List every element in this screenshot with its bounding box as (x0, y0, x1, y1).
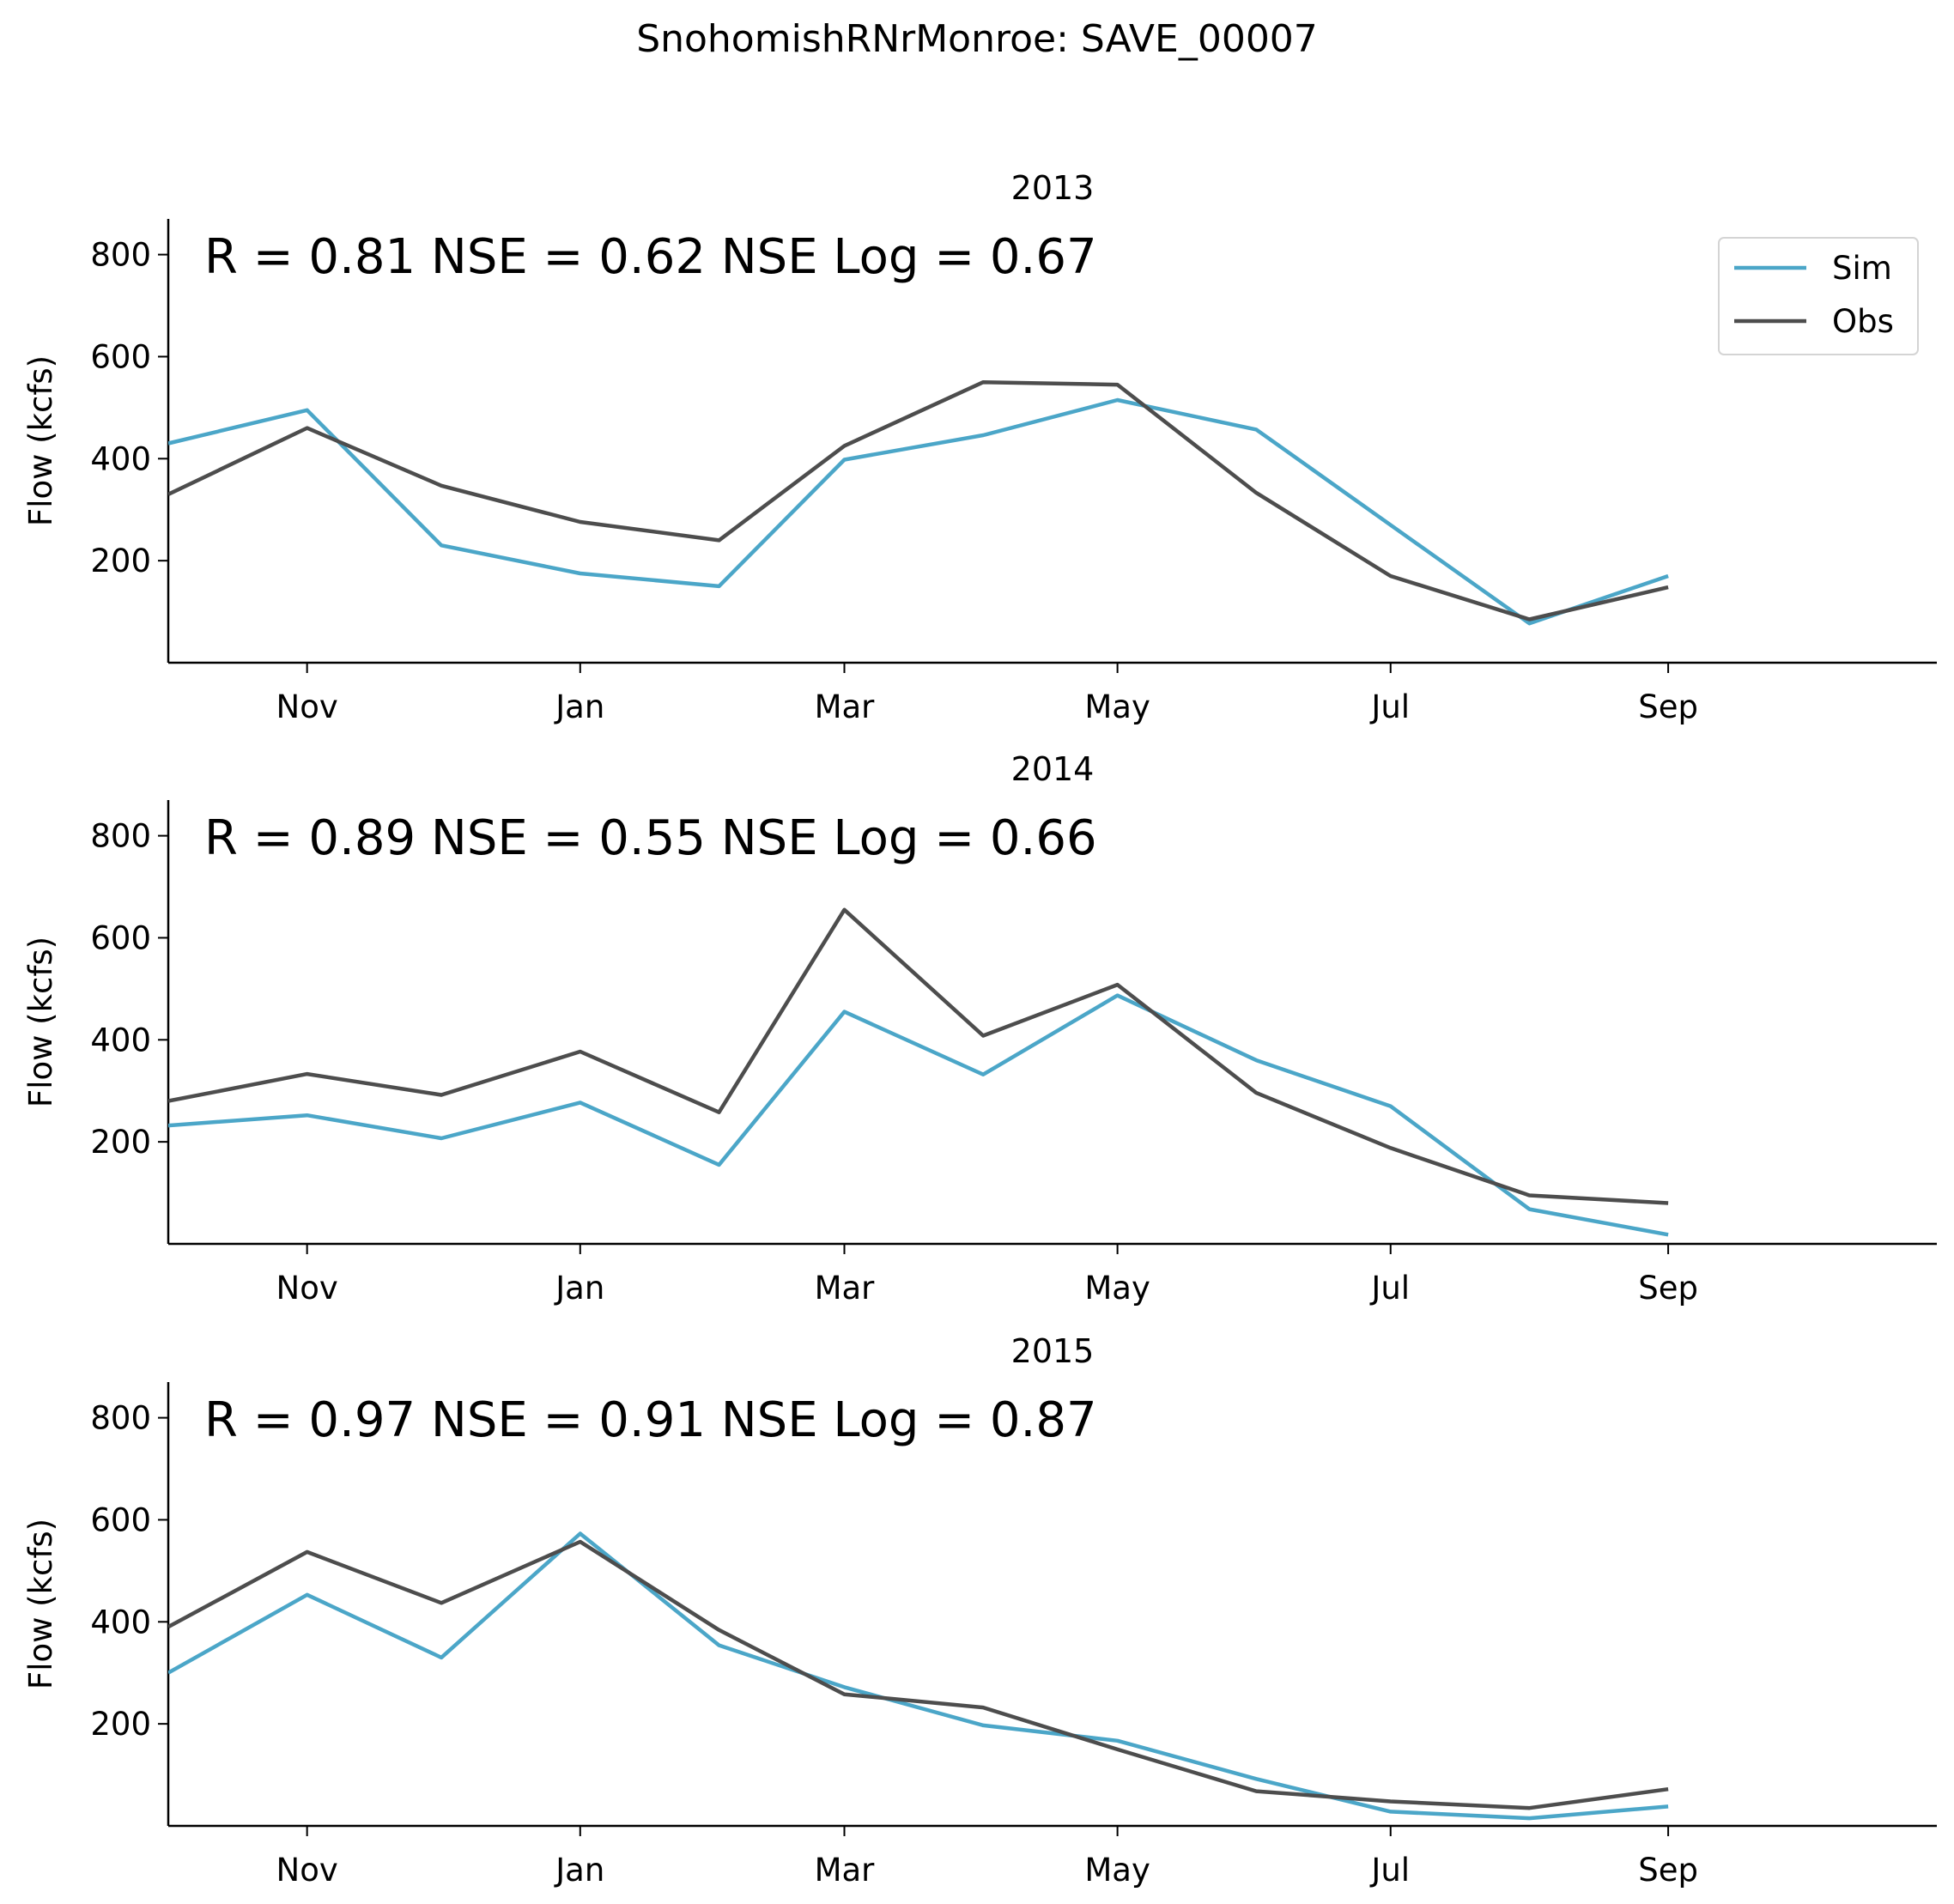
y-tick-label: 200 (90, 543, 151, 579)
panel-2015: 2015 200 400 600 800 Nov Jan Mar May Jul Sep Flow (… (22, 1332, 1937, 1889)
x-tick-label: Jan (554, 1852, 604, 1889)
y-tick-label: 800 (90, 237, 151, 274)
x-tick-label: Mar (815, 688, 876, 725)
x-tick-label: Jul (1369, 688, 1410, 725)
y-axis-label: Flow (kcfs) (22, 355, 59, 526)
stats-annotation: R = 0.81 NSE = 0.62 NSE Log = 0.67 (204, 229, 1097, 285)
y-tick-label: 800 (90, 1400, 151, 1437)
x-tick-label: May (1084, 1852, 1150, 1889)
x-tick-label: Nov (276, 688, 338, 725)
panel-title: 2013 (1011, 169, 1095, 207)
series-line-obs (168, 907, 1669, 1205)
y-tick-label: 200 (90, 1706, 151, 1743)
x-tick-label: Nov (276, 1270, 338, 1307)
y-axis-label: Flow (kcfs) (22, 937, 59, 1107)
x-tick-label: Mar (815, 1270, 876, 1307)
x-tick-label: Mar (815, 1852, 876, 1889)
legend-label-sim: Sim (1832, 250, 1892, 287)
x-tick-label: Jan (554, 688, 604, 725)
x-tick-label: May (1084, 688, 1150, 725)
x-tick-label: Sep (1638, 688, 1698, 725)
x-tick-label: Sep (1638, 1852, 1698, 1889)
x-tick-label: Jul (1369, 1270, 1410, 1307)
series-line-obs (168, 1539, 1669, 1810)
stats-annotation: R = 0.89 NSE = 0.55 NSE Log = 0.66 (204, 810, 1097, 866)
series-line-sim (168, 1531, 1669, 1821)
x-tick-label: Sep (1638, 1270, 1698, 1307)
panel-title: 2015 (1011, 1332, 1095, 1370)
y-tick-label: 600 (90, 1501, 151, 1538)
y-tick-label: 400 (90, 1022, 151, 1058)
legend: Sim Obs (1718, 237, 1919, 355)
x-tick-label: May (1084, 1270, 1150, 1307)
x-tick-label: Jan (554, 1270, 604, 1307)
y-tick-label: 800 (90, 818, 151, 855)
legend-label-obs: Obs (1832, 303, 1894, 340)
y-tick-label: 400 (90, 440, 151, 477)
y-tick-label: 600 (90, 338, 151, 375)
x-tick-label: Nov (276, 1852, 338, 1889)
y-tick-label: 600 (90, 919, 151, 956)
series-line-obs (168, 379, 1669, 622)
panel-2013: 2013 200 400 600 800 Nov Jan Mar May Jul Sep Flow (… (22, 169, 1937, 725)
panel-title: 2014 (1011, 750, 1095, 788)
y-axis-label: Flow (kcfs) (22, 1519, 59, 1689)
y-tick-label: 200 (90, 1124, 151, 1161)
panel-2014: 2014 200 400 600 800 Nov Jan Mar May Jul Sep Flow (… (22, 750, 1937, 1307)
y-tick-label: 400 (90, 1604, 151, 1640)
figure-title: SnohomishRNrMonroe: SAVE_00007 (636, 17, 1318, 61)
x-tick-label: Jul (1369, 1852, 1410, 1889)
stats-annotation: R = 0.97 NSE = 0.91 NSE Log = 0.87 (204, 1392, 1097, 1448)
series-line-sim (168, 993, 1669, 1237)
series-line-sim (168, 397, 1669, 626)
